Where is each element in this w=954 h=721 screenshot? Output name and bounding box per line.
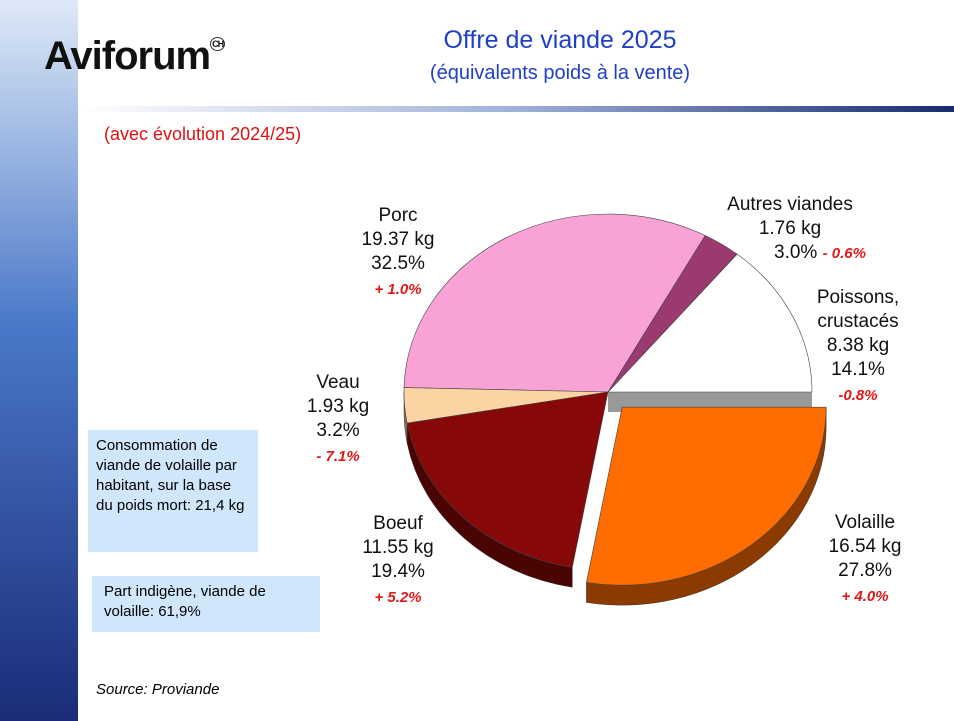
logo-mark: CH (210, 37, 226, 51)
logo-text: Aviforum (44, 34, 211, 78)
weight-label: 1.76 kg (758, 218, 822, 239)
note: (avec évolution 2024/25) (104, 124, 302, 144)
value-row: 3.0% - 0.6% (760, 241, 880, 266)
value-row: 3.2% (288, 419, 388, 443)
value-label: 14.1% (831, 359, 885, 380)
value-row: 32.5% (338, 252, 458, 276)
category-label: Volaille (834, 512, 896, 533)
value-label: 3.2% (316, 420, 360, 441)
pie-slice (607, 253, 813, 393)
change-label: + 1.0% (374, 281, 422, 298)
value-label: 19.4% (371, 561, 425, 582)
slice-label: Poissons, crustacés 8.38 kg 14.1% -0.8% (802, 286, 914, 408)
change-label: - 0.6% (822, 245, 866, 262)
category-label: Porc (378, 205, 418, 226)
value-label: 32.5% (371, 253, 425, 274)
chart-subtitle: (équivalents poids à la vente) (429, 62, 691, 84)
change-label: -0.8% (838, 387, 878, 404)
slice-label: Porc 19.37 kg 32.5% + 1.0% (338, 204, 458, 302)
change-label: + 5.2% (374, 589, 422, 606)
slice-label: Volaille 16.54 kg 27.8% + 4.0% (805, 511, 925, 609)
info-box: Part indigène, viande de volaille: 61,9% (92, 576, 320, 632)
value-label: 27.8% (838, 560, 892, 581)
pie-slice (586, 406, 827, 586)
weight-label: 8.38 kg (826, 335, 890, 356)
change-label: - 7.1% (316, 448, 360, 465)
weight-label: 16.54 kg (828, 536, 902, 557)
weight-label: 11.55 kg (362, 537, 434, 558)
header-rule (78, 106, 954, 112)
category-label: Poissons, crustacés (816, 287, 900, 332)
pie-slice (406, 391, 609, 568)
weight-label: 1.93 kg (306, 396, 370, 417)
value-label: 3.0% (774, 242, 818, 263)
value-row: 27.8% (805, 559, 925, 583)
slice-label: Veau 1.93 kg 3.2% - 7.1% (288, 371, 388, 469)
info-box: Consommation de viande de volaille par h… (88, 430, 258, 552)
value-row: 19.4% (338, 560, 458, 584)
slice-label: Autres viandes 1.76 kg 3.0% - 0.6% (700, 193, 880, 266)
pie-slice (403, 213, 706, 393)
source: Source: Proviande (96, 681, 220, 698)
category-label: Boeuf (373, 513, 423, 534)
category-label: Veau (316, 372, 360, 393)
logo: Aviforum CH (44, 34, 226, 79)
change-label: + 4.0% (841, 588, 889, 605)
weight-label: 19.37 kg (361, 229, 435, 250)
chart-title: Offre de viande 2025 (443, 26, 677, 54)
value-row: 14.1% (802, 358, 914, 382)
side-bar (0, 0, 78, 721)
category-label: Autres viandes (727, 194, 853, 215)
slice-label: Boeuf 11.55 kg 19.4% + 5.2% (338, 512, 458, 610)
